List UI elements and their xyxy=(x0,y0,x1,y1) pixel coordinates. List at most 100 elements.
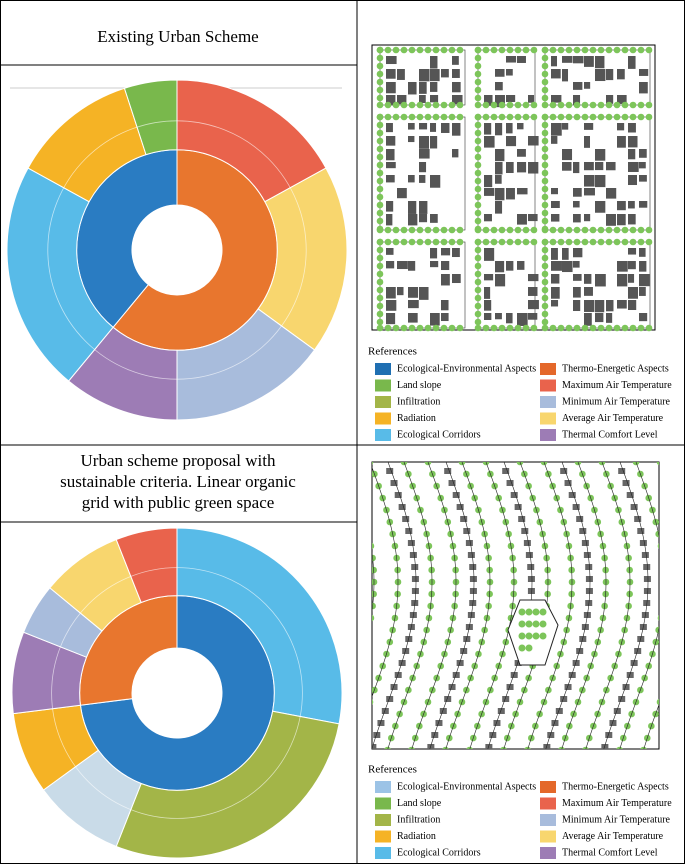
building xyxy=(622,684,630,690)
building xyxy=(643,564,651,570)
tree xyxy=(335,603,342,610)
legend-swatch xyxy=(540,781,556,793)
building xyxy=(551,123,562,136)
tree xyxy=(384,226,392,234)
building xyxy=(452,248,460,258)
building xyxy=(495,82,503,91)
building xyxy=(573,162,580,174)
legend-title: References xyxy=(368,764,417,776)
tree xyxy=(432,113,440,121)
building xyxy=(663,732,670,738)
building xyxy=(584,175,595,187)
building xyxy=(386,69,396,79)
tree xyxy=(637,324,645,332)
tree xyxy=(541,62,549,70)
street xyxy=(429,462,475,749)
tree xyxy=(376,318,384,326)
tree xyxy=(506,101,514,109)
tree xyxy=(482,46,490,54)
building xyxy=(430,261,439,268)
building xyxy=(551,95,562,103)
building xyxy=(630,504,638,510)
tree xyxy=(365,627,372,634)
block xyxy=(477,49,536,106)
building xyxy=(484,175,493,188)
tree xyxy=(565,46,573,54)
building xyxy=(484,136,495,148)
tree xyxy=(343,459,350,466)
building xyxy=(628,248,637,255)
building xyxy=(676,468,683,474)
tree xyxy=(474,137,482,145)
building xyxy=(352,612,359,618)
tree xyxy=(474,101,482,109)
tree xyxy=(448,101,456,109)
tree xyxy=(400,101,408,109)
building xyxy=(386,136,396,146)
building xyxy=(460,648,468,654)
tree xyxy=(440,226,448,234)
building xyxy=(595,56,605,69)
building xyxy=(584,313,592,326)
tree xyxy=(474,209,482,217)
tree xyxy=(532,620,540,628)
tree xyxy=(372,542,375,550)
tree xyxy=(372,614,375,622)
building xyxy=(386,201,394,212)
building xyxy=(606,313,613,323)
tree xyxy=(629,324,637,332)
building xyxy=(514,660,522,666)
tree xyxy=(474,201,482,209)
tree xyxy=(597,238,605,246)
building xyxy=(430,214,438,223)
building xyxy=(430,82,438,92)
building xyxy=(606,214,616,226)
building xyxy=(430,95,439,103)
tree xyxy=(490,226,498,234)
building xyxy=(452,672,460,678)
building xyxy=(386,468,394,474)
tree xyxy=(532,608,540,616)
building xyxy=(617,201,626,211)
building xyxy=(439,708,447,714)
tree xyxy=(474,169,482,177)
legend-label: Ecological Corridors xyxy=(397,847,481,858)
building xyxy=(430,69,440,82)
building xyxy=(495,175,502,184)
street xyxy=(372,462,417,749)
tree xyxy=(456,101,464,109)
tree xyxy=(640,746,647,749)
building xyxy=(444,696,452,702)
tree xyxy=(392,113,400,121)
building xyxy=(452,82,461,93)
tree xyxy=(581,113,589,121)
tree xyxy=(597,46,605,54)
building xyxy=(523,540,531,546)
tree xyxy=(621,238,629,246)
site-map xyxy=(371,44,656,332)
tree xyxy=(665,483,672,490)
tree xyxy=(408,226,416,234)
tree xyxy=(313,471,320,478)
building xyxy=(528,300,539,310)
tree xyxy=(456,113,464,121)
tree xyxy=(490,324,498,332)
tree xyxy=(400,238,408,246)
tree xyxy=(317,483,324,490)
building xyxy=(576,516,584,522)
tree xyxy=(490,238,498,246)
tree xyxy=(589,46,597,54)
building xyxy=(517,56,526,63)
tree xyxy=(539,608,547,616)
tree xyxy=(474,302,482,310)
tree xyxy=(466,746,473,749)
tree xyxy=(424,113,432,121)
tree xyxy=(613,46,621,54)
tree xyxy=(557,238,565,246)
building xyxy=(452,274,461,284)
legend-label: Average Air Temperature xyxy=(562,831,664,842)
building xyxy=(452,95,463,105)
building xyxy=(517,149,526,157)
building xyxy=(584,136,591,148)
tree xyxy=(581,46,589,54)
